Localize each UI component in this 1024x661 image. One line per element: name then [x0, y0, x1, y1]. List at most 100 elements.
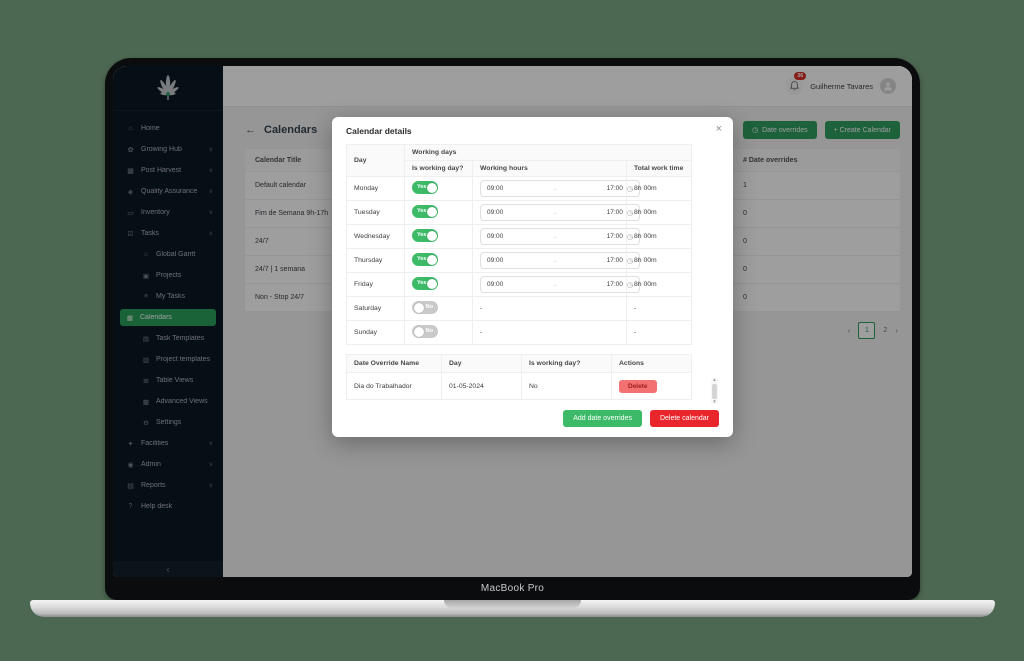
working-hours-input[interactable]: 09:00 → 17:00 ◷	[480, 276, 640, 293]
is-working-toggle[interactable]: Yes	[412, 205, 438, 218]
laptop-notch	[444, 600, 581, 608]
sidebar-item-help-desk[interactable]: ? Help desk	[113, 496, 223, 517]
is-working-toggle[interactable]: Yes	[412, 181, 438, 194]
working-day-row-wednesday: Wednesday Yes 09:00 → 17:00 ◷ 8h 00m	[346, 224, 693, 249]
column-override-name: Date Override Name	[346, 354, 442, 373]
modal-title: Calendar details	[346, 126, 412, 136]
is-working-toggle[interactable]: No	[412, 325, 438, 338]
chevron-down-icon: ∨	[208, 168, 213, 174]
sidebar-item-calendars[interactable]: ▦ Calendars	[120, 309, 216, 326]
add-date-overrides-button[interactable]: Add date overrides	[563, 410, 642, 427]
total-work-time: -	[625, 320, 693, 345]
my-tasks-icon: ≡	[144, 293, 148, 300]
clock-icon: ◷	[626, 233, 633, 241]
column-calendar-title: Calendar Title	[255, 156, 302, 164]
toggle-knob	[413, 302, 424, 313]
sidebar-item-settings[interactable]: ⚙ Settings	[143, 419, 182, 427]
modal-footer: Add date overrides Delete calendar	[346, 410, 719, 427]
total-work-time: -	[625, 296, 693, 321]
working-hours-empty: -	[472, 296, 627, 321]
working-days-group-header: Working days	[403, 144, 693, 161]
column-override-is-working: Is working day?	[521, 354, 612, 373]
working-hours-empty: -	[472, 320, 627, 345]
sidebar-item-table-views[interactable]: ⊞ Table Views	[143, 377, 194, 385]
sidebar-item-growing-hub[interactable]: ✿ Growing Hub ∨	[127, 146, 213, 154]
working-hours-input[interactable]: 09:00 → 17:00 ◷	[480, 180, 640, 197]
scrollbar-thumb[interactable]	[712, 383, 717, 399]
cannabis-leaf-icon	[157, 75, 179, 100]
task-templates-icon: ▤	[142, 335, 150, 343]
clock-icon: ◷	[626, 185, 633, 193]
working-hours-input[interactable]: 09:00 → 17:00 ◷	[480, 252, 640, 269]
column-total-work-time: Total work time	[625, 160, 693, 177]
is-working-toggle[interactable]: No	[412, 301, 438, 314]
date-overrides-button[interactable]: ◷ Date overrides	[742, 121, 817, 139]
column-working-hours: Working hours	[472, 160, 627, 177]
override-is-working: No	[521, 372, 612, 400]
sidebar-item-task-templates[interactable]: ▤ Task Templates	[142, 335, 205, 343]
date-overrides-section: Date Override Name Day Is working day? A…	[346, 354, 719, 404]
page-next-button[interactable]: ›	[895, 326, 898, 335]
working-days-table: Day Working days Is working day? Working…	[346, 144, 693, 345]
calendar-details-modal: Calendar details × Day Working days Is w…	[332, 117, 733, 437]
total-work-time: 8h 00m	[625, 176, 693, 201]
sidebar-item-quality-assurance[interactable]: ◈ Quality Assurance ∨	[127, 188, 213, 196]
chevron-down-icon: ∨	[208, 441, 213, 447]
sidebar-item-advanced-views[interactable]: ▩ Advanced Views	[142, 398, 208, 406]
working-day-row-monday: Monday Yes 09:00 → 17:00 ◷ 8h 00m	[346, 176, 693, 201]
close-icon[interactable]: ×	[715, 123, 722, 135]
toggle-knob	[426, 278, 437, 289]
sidebar-item-facilities[interactable]: ✦ Facilities ∨	[127, 440, 213, 448]
notifications-button[interactable]: 36	[785, 72, 807, 95]
back-arrow-icon[interactable]: ←	[245, 124, 256, 136]
app-screen: ⌂ Home ✿ Growing Hub ∨ ▦ Post Harvest ∨ …	[113, 66, 912, 577]
overrides-scrollbar[interactable]: ▲ ▼	[711, 377, 718, 404]
sidebar-collapse-button[interactable]: ‹	[113, 561, 223, 577]
sidebar-item-global-gantt[interactable]: ⌂ Global Gantt	[113, 244, 223, 265]
notification-badge: 36	[794, 72, 807, 80]
toggle-knob	[426, 206, 437, 217]
total-work-time: 8h 00m	[625, 272, 693, 297]
page-prev-button[interactable]: ‹	[847, 326, 851, 335]
sidebar-item-post-harvest[interactable]: ▦ Post Harvest ∨	[127, 167, 213, 175]
user-name: Guilherme Tavares	[810, 81, 873, 91]
working-day-row-thursday: Thursday Yes 09:00 → 17:00 ◷ 8h 00m	[346, 248, 693, 273]
range-arrow-icon: →	[551, 257, 558, 264]
sidebar-item-projects[interactable]: ▣ Projects	[142, 272, 182, 280]
header-buttons: ◷ Date overrides + Create Calendar	[742, 121, 900, 139]
column-date-overrides: # Date overrides	[743, 156, 798, 164]
create-calendar-button[interactable]: + Create Calendar	[824, 121, 900, 139]
app-logo	[113, 66, 223, 111]
topbar: 36 Guilherme Tavares	[223, 66, 912, 107]
sidebar-item-my-tasks[interactable]: ≡ My Tasks	[113, 286, 223, 307]
date-overrides-table: Date Override Name Day Is working day? A…	[346, 354, 692, 400]
admin-icon: ◉	[127, 461, 134, 469]
override-name: Dia do Trabalhador	[346, 372, 442, 400]
working-hours-input[interactable]: 09:00 → 17:00 ◷	[480, 228, 640, 245]
page-1-button[interactable]: 1	[858, 322, 876, 339]
page-2-button[interactable]: 2	[883, 327, 888, 334]
reports-icon: ▤	[127, 482, 134, 490]
is-working-toggle[interactable]: Yes	[412, 253, 438, 266]
chevron-down-icon: ∨	[208, 483, 213, 489]
sidebar-item-tasks[interactable]: ☑ Tasks ∧	[127, 230, 213, 238]
toggle-knob	[426, 230, 437, 241]
sidebar-item-home[interactable]: ⌂ Home	[113, 118, 223, 139]
post-harvest-icon: ▦	[127, 167, 134, 175]
advanced-views-icon: ▩	[142, 398, 150, 406]
is-working-toggle[interactable]: Yes	[412, 229, 438, 242]
delete-calendar-button[interactable]: Delete calendar	[649, 410, 719, 427]
sidebar-item-project-templates[interactable]: ▥ Project templates	[142, 356, 211, 364]
is-working-toggle[interactable]: Yes	[412, 277, 438, 290]
delete-override-button[interactable]: Delete	[619, 379, 657, 393]
page-title: ← Calendars	[245, 124, 318, 136]
sidebar-item-reports[interactable]: ▤ Reports ∨	[127, 482, 213, 490]
sidebar-item-admin[interactable]: ◉ Admin ∨	[127, 461, 213, 469]
sidebar: ⌂ Home ✿ Growing Hub ∨ ▦ Post Harvest ∨ …	[113, 66, 223, 577]
working-day-row-saturday: Saturday No - -	[346, 296, 693, 321]
working-hours-input[interactable]: 09:00 → 17:00 ◷	[480, 204, 640, 221]
scroll-up-icon: ▲	[712, 377, 717, 382]
user-avatar[interactable]	[880, 78, 896, 94]
sidebar-item-inventory[interactable]: ▭ Inventory ∨	[127, 209, 213, 217]
working-day-row-sunday: Sunday No - -	[346, 320, 693, 345]
